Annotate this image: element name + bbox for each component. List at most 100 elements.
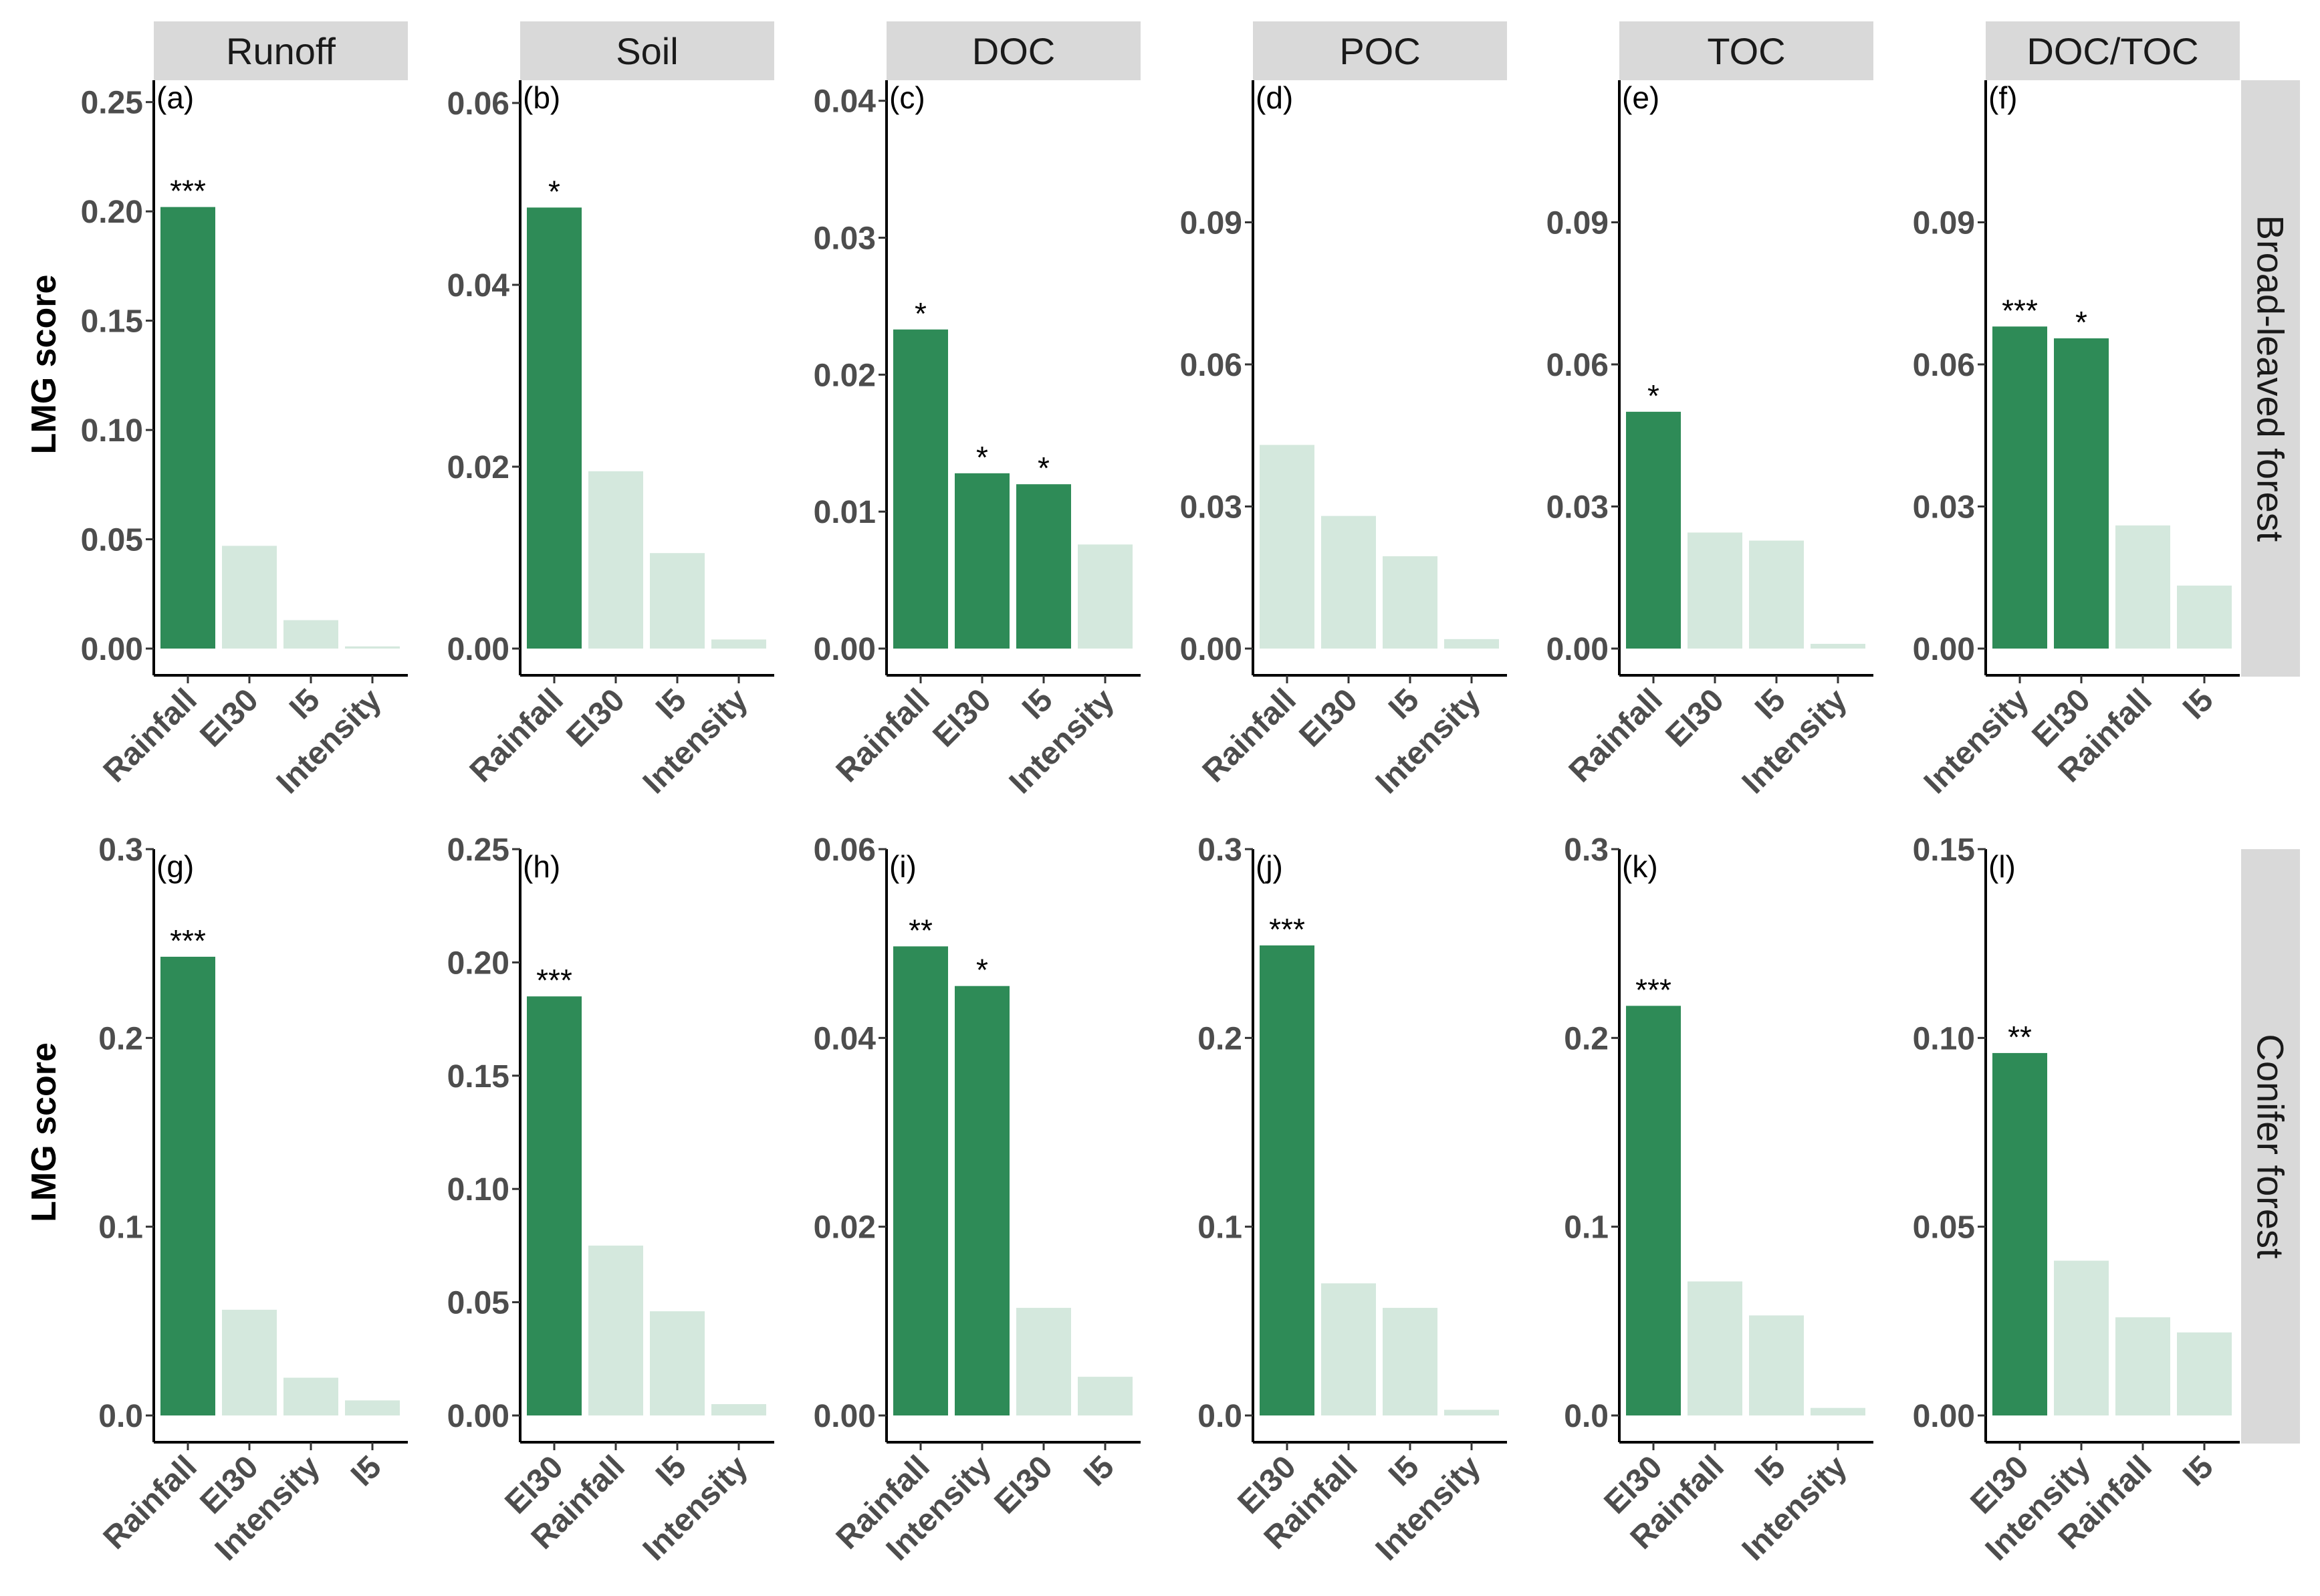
significance-mark: *** — [536, 963, 572, 998]
bar-intensity — [1811, 1407, 1865, 1415]
panel-label: (g) — [156, 849, 194, 884]
bar-i5 — [2177, 585, 2232, 649]
strip-label: Soil — [616, 30, 678, 72]
y-tick-label: 0.00 — [814, 632, 876, 667]
y-tick-label: 0.03 — [1546, 490, 1609, 526]
strip-soil: Soil — [520, 21, 774, 80]
bar-i5 — [1383, 1308, 1437, 1415]
strip-background — [887, 21, 1141, 80]
y-tick-label: 0.06 — [1546, 348, 1609, 383]
y-tick-label: 0.00 — [447, 632, 509, 667]
bar-rainfall — [2115, 525, 2170, 649]
significance-mark: * — [976, 953, 988, 988]
y-axis-title: LMG score — [25, 275, 64, 455]
y-tick-label: 0.00 — [814, 1399, 876, 1434]
panel-label: (h) — [523, 849, 560, 884]
y-tick-label: 0.1 — [1564, 1210, 1609, 1246]
y-tick-label: 0.03 — [814, 221, 876, 257]
y-tick-label: 0.03 — [1913, 490, 1975, 526]
y-tick-label: 0.3 — [1564, 832, 1609, 868]
significance-mark: *** — [170, 174, 206, 209]
bar-ei30 — [1321, 516, 1376, 649]
strip-poc: POC — [1253, 21, 1507, 80]
bar-rainfall — [893, 329, 948, 649]
y-tick-label: 0.3 — [1197, 832, 1242, 868]
bar-i5 — [1749, 1315, 1804, 1415]
bar-i5 — [1016, 484, 1071, 649]
panel-label: (d) — [1256, 80, 1293, 115]
y-tick-label: 0.10 — [1913, 1021, 1975, 1056]
bar-ei30 — [1688, 532, 1742, 649]
y-tick-label: 0.25 — [447, 832, 509, 868]
y-tick-label: 0.00 — [1913, 632, 1975, 667]
strip-runoff: Runoff — [154, 21, 408, 80]
bar-rainfall — [2115, 1317, 2170, 1415]
bar-intensity — [2054, 1260, 2109, 1415]
bar-i5 — [650, 553, 705, 649]
y-tick-label: 0.02 — [814, 358, 876, 393]
row-strip-conifer-forest: Conifer forest — [2241, 849, 2300, 1444]
y-tick-label: 0.06 — [1913, 348, 1975, 383]
y-tick-label: 0.0 — [1197, 1399, 1242, 1434]
y-tick-label: 0.05 — [81, 523, 143, 558]
bar-i5 — [1078, 1377, 1133, 1415]
y-tick-label: 0.3 — [98, 832, 143, 868]
row-strips: Broad-leaved forest Conifer forest — [2241, 80, 2300, 1444]
significance-mark: * — [1647, 378, 1659, 413]
y-tick-label: 0.2 — [1197, 1021, 1242, 1056]
y-tick-label: 0.06 — [1180, 348, 1242, 383]
bar-rainfall — [160, 207, 215, 649]
y-axis-title: LMG score — [25, 1042, 64, 1222]
y-tick-label: 0.20 — [81, 195, 143, 230]
y-tick-label: 0.09 — [1913, 206, 1975, 241]
bar-intensity — [711, 639, 766, 649]
bar-rainfall — [527, 207, 582, 649]
y-tick-label: 0.20 — [447, 945, 509, 981]
y-tick-label: 0.2 — [1564, 1021, 1609, 1056]
row-strip-label: Conifer forest — [2250, 1034, 2292, 1259]
strip-doc-toc: DOC/TOC — [1986, 21, 2240, 80]
y-tick-label: 0.04 — [814, 84, 877, 120]
strip-label: DOC — [972, 30, 1055, 72]
panel-label: (l) — [1988, 849, 2016, 884]
y-tick-label: 0.01 — [814, 495, 876, 530]
row-strip-background — [2241, 849, 2300, 1444]
significance-mark: * — [2075, 305, 2087, 340]
significance-mark: ** — [909, 913, 933, 947]
bar-rainfall — [160, 956, 215, 1415]
significance-mark: * — [976, 440, 988, 475]
y-tick-label: 0.15 — [1913, 832, 1975, 868]
bar-rainfall — [588, 1245, 643, 1415]
y-tick-label: 0.05 — [447, 1286, 509, 1321]
y-tick-label: 0.03 — [1180, 490, 1242, 526]
y-tick-label: 0.25 — [81, 86, 143, 121]
y-tick-label: 0.04 — [814, 1021, 877, 1056]
y-tick-label: 0.00 — [81, 632, 143, 667]
significance-mark: ** — [2008, 1020, 2032, 1054]
strip-doc: DOC — [887, 21, 1141, 80]
bar-i5 — [283, 620, 338, 649]
y-tick-label: 0.15 — [447, 1059, 509, 1095]
y-tick-label: 0.04 — [447, 268, 510, 304]
y-tick-label: 0.1 — [98, 1210, 143, 1246]
bar-intensity — [955, 986, 1010, 1415]
panel-label: (c) — [889, 80, 925, 115]
strip-label: DOC/TOC — [2026, 30, 2198, 72]
y-tick-label: 0.2 — [98, 1021, 143, 1056]
bar-rainfall — [1626, 411, 1681, 649]
bar-i5 — [1749, 540, 1804, 649]
panel-label: (b) — [523, 80, 560, 115]
bar-intensity — [711, 1404, 766, 1415]
bar-i5 — [650, 1311, 705, 1415]
bar-ei30 — [1260, 945, 1314, 1415]
significance-mark: *** — [1269, 912, 1305, 947]
bar-intensity — [1992, 326, 2047, 649]
strip-label: TOC — [1707, 30, 1785, 72]
panel-label: (j) — [1256, 849, 1283, 884]
panel-label: (a) — [156, 80, 194, 115]
y-tick-label: 0.05 — [1913, 1210, 1975, 1246]
bar-ei30 — [1626, 1006, 1681, 1415]
y-tick-label: 0.1 — [1197, 1210, 1242, 1246]
